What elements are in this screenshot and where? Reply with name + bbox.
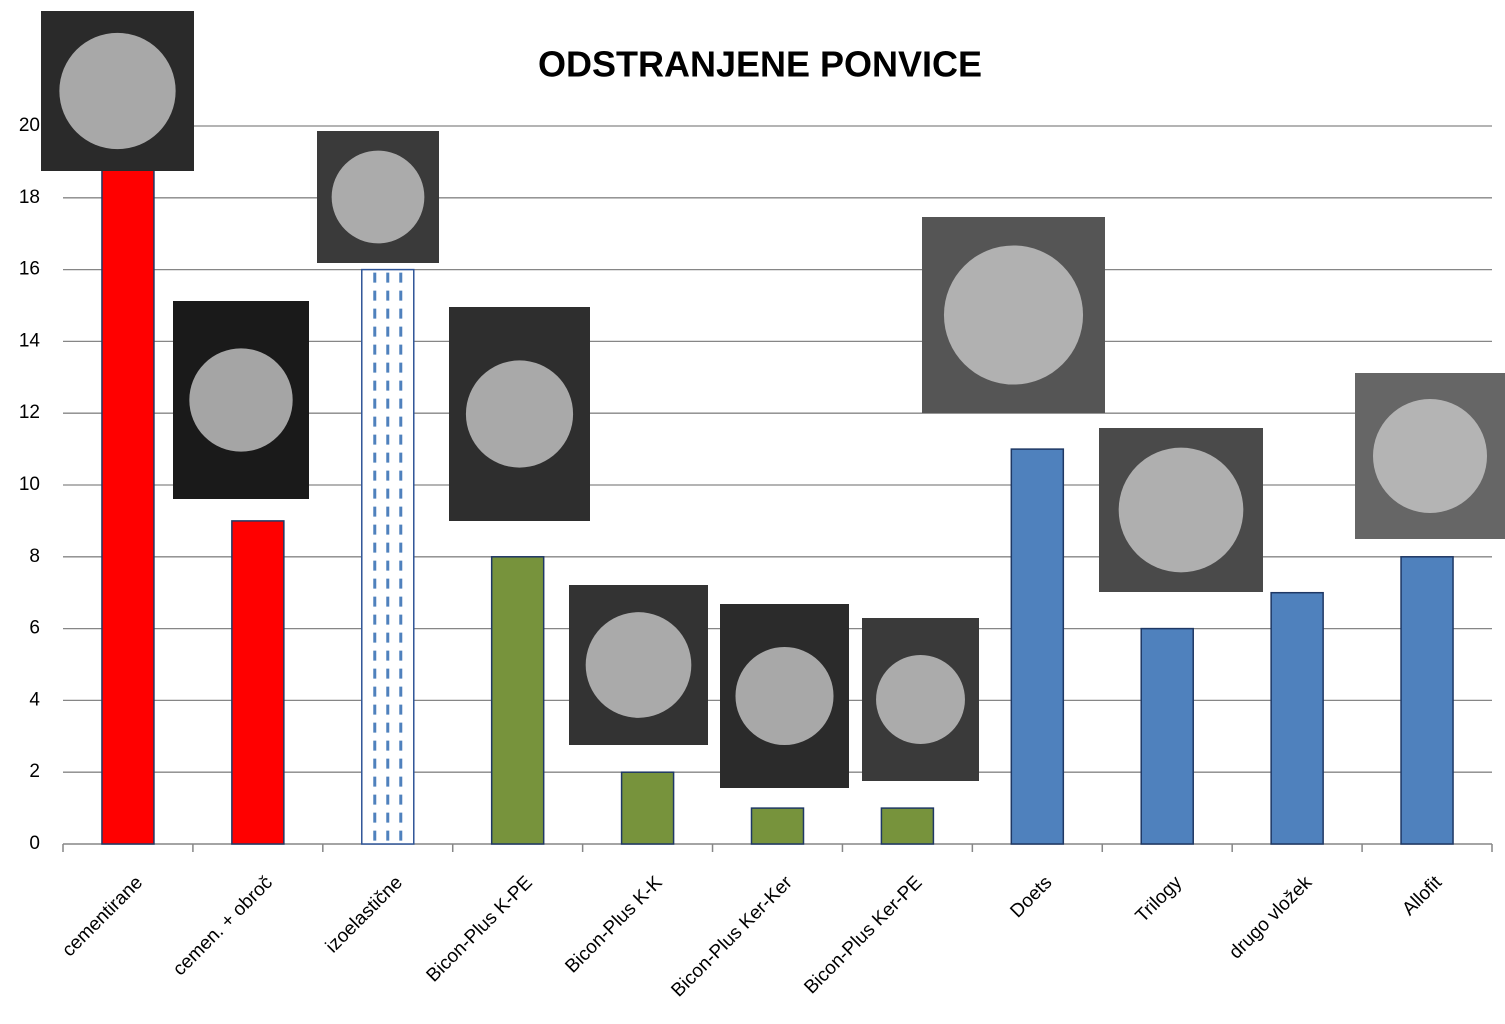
x-tick-label: Bicon-Plus Ker-Ker: [667, 872, 797, 1002]
photo-object: [876, 655, 965, 744]
x-tick-label: Bicon-Plus K-K: [561, 872, 666, 977]
x-tick-label: Doets: [1006, 872, 1056, 922]
bar: [490, 556, 545, 845]
photo-object: [465, 360, 574, 468]
bar: [1400, 556, 1454, 845]
photos: [41, 11, 1505, 788]
photo-object: [585, 612, 692, 718]
bar: [1270, 591, 1324, 845]
bar: [620, 771, 675, 845]
y-tick-label: 18: [19, 187, 40, 208]
y-tick-label: 2: [29, 761, 40, 782]
photo-object: [735, 646, 834, 746]
photo-object: [189, 348, 293, 452]
y-tick-label: 16: [19, 259, 40, 280]
y-tick-label: 8: [29, 546, 40, 567]
x-tick-label: Bicon-Plus K-PE: [423, 872, 537, 986]
chart-title: ODSTRANJENE PONVICE: [538, 44, 982, 85]
bar: [880, 807, 935, 845]
x-tick-label: cementirane: [58, 872, 147, 961]
bar: [101, 161, 155, 845]
photo-object: [943, 245, 1084, 385]
bar: [750, 807, 805, 845]
bar: [231, 520, 285, 845]
y-tick-label: 4: [29, 689, 40, 710]
x-tick-label: cemen. + obroč: [169, 872, 277, 980]
x-tick-label: drugo vložek: [1225, 872, 1316, 963]
bar: [1010, 448, 1065, 845]
x-tick-label: Trilogy: [1132, 872, 1187, 927]
bar: [361, 268, 415, 845]
y-tick-label: 0: [29, 833, 40, 854]
photo-object: [59, 32, 176, 150]
y-tick-label: 10: [19, 474, 40, 495]
y-tick-label: 14: [19, 330, 41, 351]
x-tick-label: Bicon-Plus Ker-PE: [800, 872, 926, 998]
y-tick-label: 6: [29, 618, 40, 639]
y-tick-label: 12: [19, 402, 40, 423]
y-tick-label: 20: [19, 115, 40, 136]
photo-object: [331, 150, 425, 244]
bar: [1140, 627, 1194, 845]
x-tick-label: Allofit: [1398, 872, 1446, 920]
photo-object: [1373, 399, 1487, 513]
photo-object: [1118, 447, 1244, 573]
x-tick-label: izoelastične: [322, 872, 407, 957]
